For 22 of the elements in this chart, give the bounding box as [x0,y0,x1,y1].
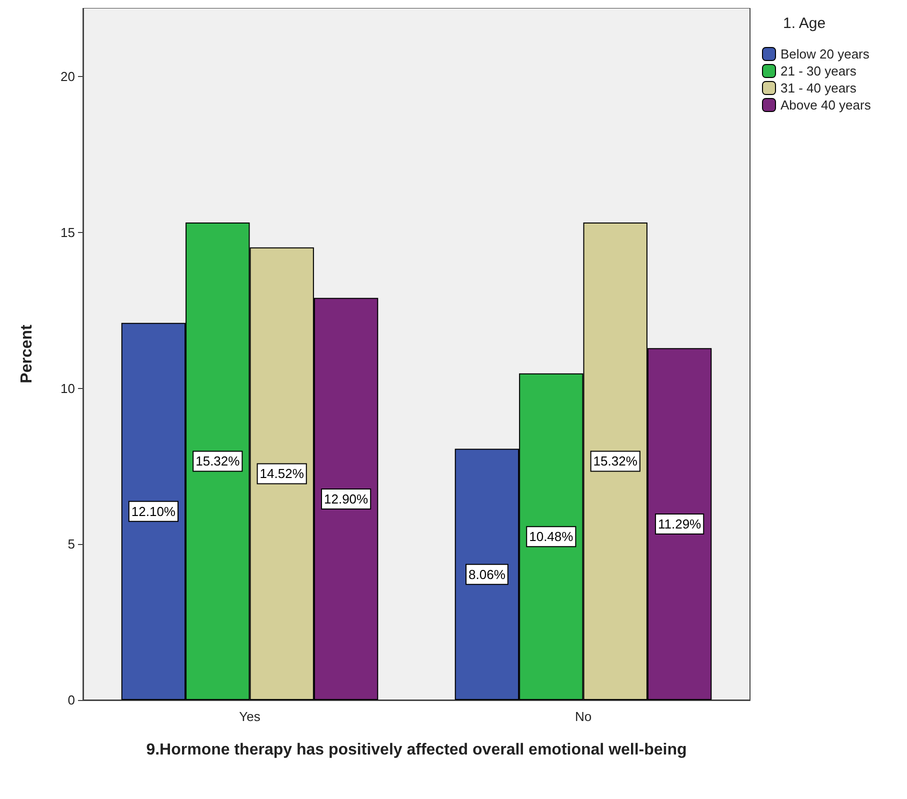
data-label: 10.48% [529,529,574,544]
y-tick-label: 10 [60,380,75,396]
legend-label: 21 - 30 years [780,64,857,78]
legend-label: 31 - 40 years [780,80,857,96]
legend-label: Below 20 years [780,46,870,62]
x-tick-label: Yes [239,709,261,724]
x-axis-title: 9.Hormone therapy has positively affected overall emotional well-being [146,742,687,758]
y-tick-label: 15 [60,224,75,240]
legend-title: 1. Age [783,15,826,32]
data-label: 12.90% [324,491,369,506]
y-tick-label: 5 [68,536,75,552]
data-label: 12.10% [131,504,176,519]
y-tick-label: 20 [60,69,75,84]
data-label: 15.32% [593,454,638,469]
legend-label: Above 40 years [780,98,872,112]
data-label: 8.06% [468,566,506,582]
data-label: 14.52% [260,466,304,482]
data-label: 11.29% [658,516,702,532]
data-label: 15.32% [196,454,240,469]
y-tick-label: 0 [68,692,75,708]
x-tick-label: No [574,709,592,724]
y-axis-title: Percent [18,324,36,384]
